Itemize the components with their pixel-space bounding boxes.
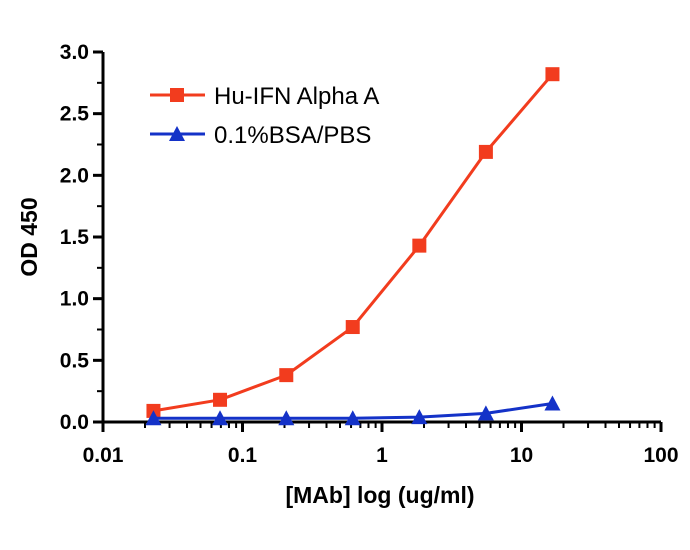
y-tick-label: 0.0 bbox=[60, 411, 89, 434]
series-1-point bbox=[545, 67, 560, 82]
x-tick-label: 0.01 bbox=[83, 444, 124, 467]
y-axis-title: OD 450 bbox=[16, 197, 42, 276]
y-tick-label: 3.0 bbox=[60, 41, 89, 64]
y-tick-label: 1.0 bbox=[60, 288, 89, 311]
legend-marker bbox=[169, 126, 185, 141]
series-2-point bbox=[544, 395, 561, 411]
y-tick-label: 2.5 bbox=[60, 103, 90, 126]
legend: Hu-IFN Alpha A 0.1%BSA/PBS bbox=[150, 83, 379, 149]
legend-label: Hu-IFN Alpha A bbox=[214, 83, 379, 110]
axes bbox=[101, 52, 661, 424]
legend-label: 0.1%BSA/PBS bbox=[214, 122, 371, 149]
series-2-point bbox=[278, 410, 295, 426]
y-tick-label: 0.5 bbox=[60, 349, 90, 372]
x-tick-label: 10 bbox=[510, 444, 533, 467]
x-tick-label: 100 bbox=[643, 444, 678, 467]
x-axis-ticks: 0.01 0.1 1 10 100 bbox=[83, 422, 679, 467]
y-tick-label: 1.5 bbox=[60, 226, 90, 249]
x-tick-label: 1 bbox=[376, 444, 388, 467]
series-1-point bbox=[478, 144, 493, 159]
series-1-point bbox=[412, 238, 427, 253]
series-2-point bbox=[145, 410, 162, 426]
legend-marker bbox=[170, 88, 184, 102]
x-axis-title: [MAb] log (ug/ml) bbox=[285, 482, 474, 508]
series-2-point bbox=[212, 410, 229, 426]
series-1 bbox=[146, 67, 560, 418]
y-tick-label: 2.0 bbox=[60, 164, 89, 187]
y-axis-ticks: 0.0 0.5 1.0 1.5 2.0 2.5 3.0 bbox=[60, 41, 103, 434]
series-2-point bbox=[344, 410, 361, 426]
series-1-point bbox=[345, 320, 360, 335]
series-1-point bbox=[279, 368, 294, 383]
series-layer bbox=[145, 67, 561, 426]
x-tick-label: 0.1 bbox=[228, 444, 258, 467]
series-2-point bbox=[411, 409, 428, 425]
series-2 bbox=[145, 395, 561, 426]
series-1-point bbox=[213, 392, 228, 407]
series-2-point bbox=[477, 405, 494, 421]
